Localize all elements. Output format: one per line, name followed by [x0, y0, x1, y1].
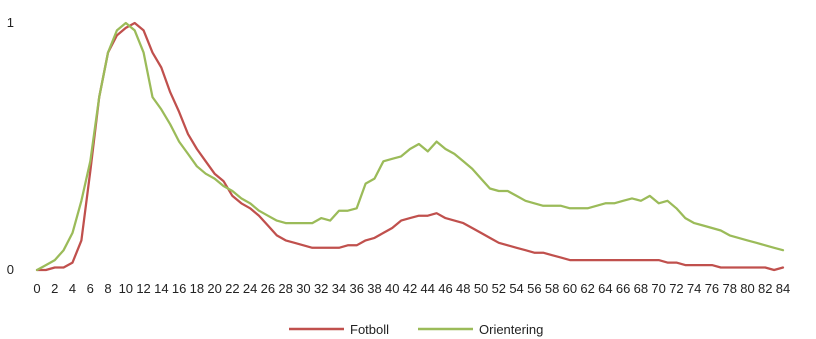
x-tick-label: 54: [509, 281, 523, 296]
x-tick-label: 2: [51, 281, 58, 296]
x-tick-label: 34: [332, 281, 346, 296]
x-tick-label: 78: [722, 281, 736, 296]
x-tick-label: 62: [580, 281, 594, 296]
x-tick-label: 58: [545, 281, 559, 296]
x-tick-label: 24: [243, 281, 257, 296]
y-tick-label: 1: [7, 15, 14, 30]
x-tick-label: 42: [403, 281, 417, 296]
x-tick-label: 52: [492, 281, 506, 296]
x-tick-label: 84: [776, 281, 790, 296]
x-tick-label: 60: [563, 281, 577, 296]
y-axis: 01: [7, 15, 14, 277]
series-line-fotboll: [35, 21, 785, 272]
x-tick-label: 22: [225, 281, 239, 296]
x-tick-label: 26: [261, 281, 275, 296]
x-tick-label: 6: [87, 281, 94, 296]
x-tick-label: 72: [669, 281, 683, 296]
x-tick-label: 48: [456, 281, 470, 296]
x-tick-label: 40: [385, 281, 399, 296]
x-axis: 0 2 4 6 8 10 12 14 16 18 20 22 24 26 28 30 32 34 36 38 40 42 4…: [33, 281, 790, 296]
x-tick-label: 56: [527, 281, 541, 296]
series-line-orientering: [35, 21, 785, 272]
x-tick-label: 44: [421, 281, 435, 296]
x-tick-label: 46: [438, 281, 452, 296]
x-tick-label: 4: [69, 281, 76, 296]
series-layer: [35, 21, 785, 272]
x-tick-label: 74: [687, 281, 701, 296]
legend: Fotboll Orientering: [289, 322, 543, 337]
x-tick-label: 10: [119, 281, 133, 296]
x-tick-label: 16: [172, 281, 186, 296]
x-tick-label: 32: [314, 281, 328, 296]
x-tick-label: 8: [104, 281, 111, 296]
x-tick-label: 18: [190, 281, 204, 296]
x-tick-label: 50: [474, 281, 488, 296]
x-tick-label: 30: [296, 281, 310, 296]
x-tick-label: 70: [651, 281, 665, 296]
x-tick-label: 0: [33, 281, 40, 296]
x-tick-label: 14: [154, 281, 168, 296]
x-tick-label: 64: [598, 281, 612, 296]
y-tick-label: 0: [7, 262, 14, 277]
x-tick-label: 38: [367, 281, 381, 296]
x-tick-label: 68: [634, 281, 648, 296]
x-tick-label: 20: [207, 281, 221, 296]
legend-label-orientering: Orientering: [479, 322, 543, 337]
x-tick-label: 36: [349, 281, 363, 296]
x-tick-label: 80: [740, 281, 754, 296]
legend-label-fotboll: Fotboll: [350, 322, 389, 337]
x-tick-label: 28: [278, 281, 292, 296]
x-tick-label: 12: [136, 281, 150, 296]
x-tick-label: 76: [705, 281, 719, 296]
x-tick-label: 82: [758, 281, 772, 296]
x-tick-label: 66: [616, 281, 630, 296]
